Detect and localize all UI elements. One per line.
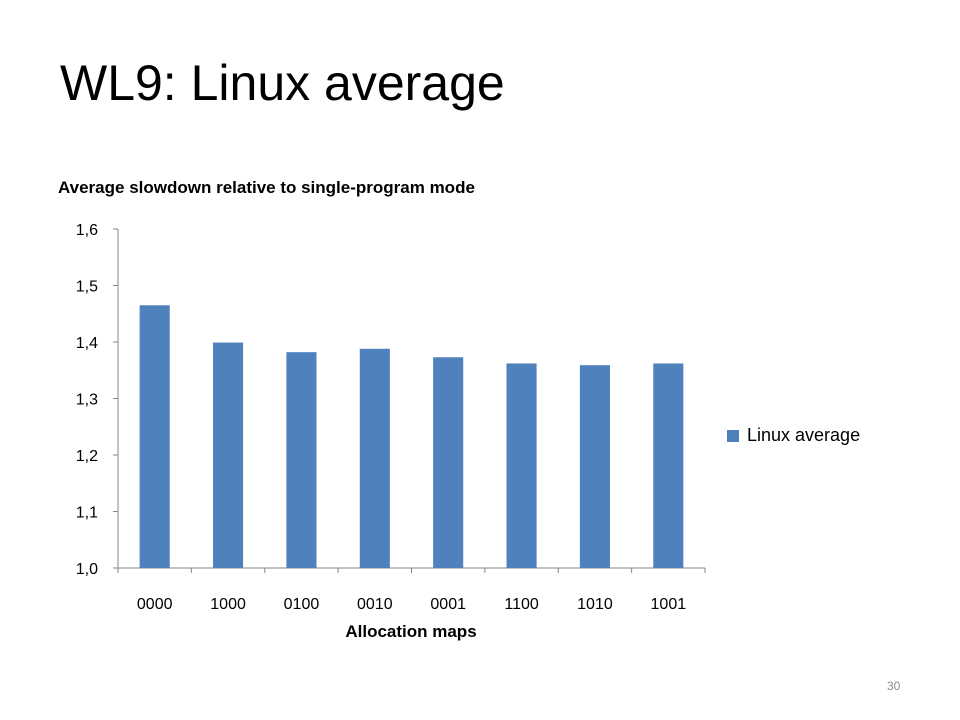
y-tick-label: 1,1 (76, 505, 98, 522)
x-tick-label: 1001 (651, 596, 687, 613)
x-tick-label: 0100 (284, 596, 320, 613)
bar-1000 (213, 342, 244, 568)
x-tick-label: 0000 (137, 596, 173, 613)
chart-axes (113, 228, 706, 573)
x-tick-label: 0010 (357, 596, 393, 613)
bar-1001 (653, 363, 684, 568)
bar-0010 (359, 348, 390, 568)
legend-label: Linux average (747, 425, 861, 445)
chart-title: Average slowdown relative to single-prog… (58, 178, 475, 197)
bar-1010 (579, 365, 610, 568)
x-tick-label: 1100 (504, 596, 539, 613)
slide-title: WL9: Linux average (60, 55, 505, 111)
y-tick-label: 1,0 (76, 561, 98, 578)
x-tick-label: 0001 (430, 596, 466, 613)
bar-0000 (139, 305, 170, 568)
x-tick-label: 1000 (210, 596, 246, 613)
y-tick-label: 1,5 (76, 279, 98, 296)
y-tick-label: 1,3 (76, 392, 98, 409)
y-tick-label: 1,6 (76, 222, 98, 239)
chart-bars (139, 305, 684, 568)
x-axis-label: Allocation maps (345, 622, 477, 641)
bar-0001 (433, 357, 464, 568)
chart-legend: Linux average (727, 425, 860, 446)
bar-1100 (506, 363, 537, 568)
page-number: 30 (887, 679, 901, 693)
y-tick-label: 1,2 (76, 448, 98, 465)
legend-swatch (727, 429, 739, 442)
x-tick-label: 1010 (577, 596, 613, 613)
bar-0100 (286, 352, 317, 568)
chart-tick-labels: 1,0 1,1 1,2 1,3 1,4 1,5 1,6 0000 1000 0100 0010 000… (76, 222, 686, 613)
y-tick-label: 1,4 (76, 335, 98, 352)
